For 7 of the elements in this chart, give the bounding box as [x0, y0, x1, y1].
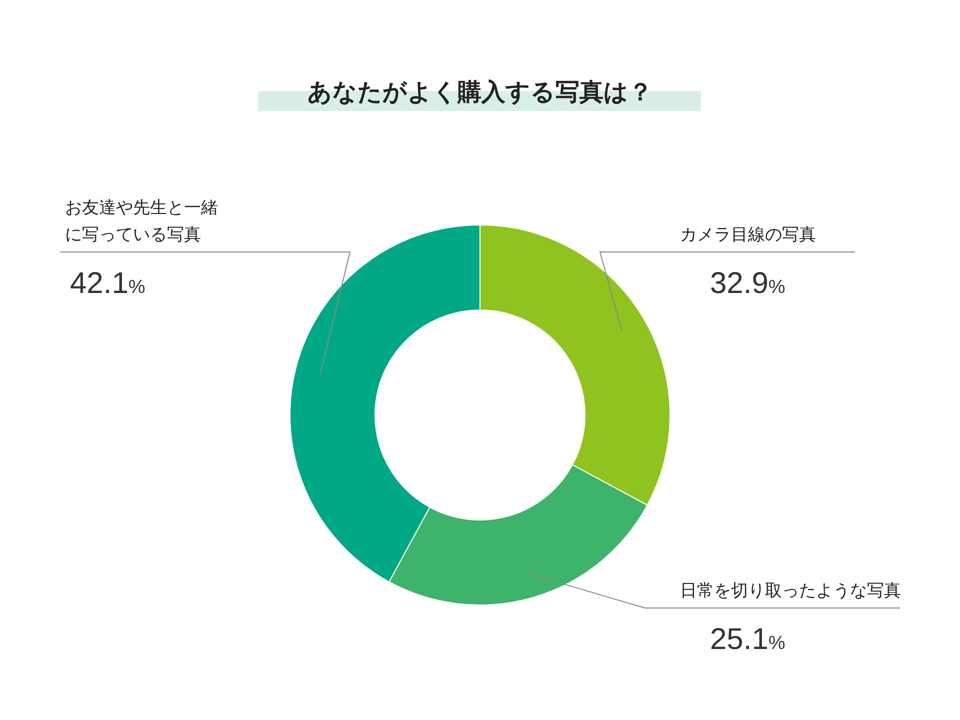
data-label: 32.9% — [710, 267, 786, 300]
data-label: 25.1% — [710, 623, 786, 656]
slice-label: カメラ目線の写真 — [680, 225, 816, 244]
slice-label: 日常を切り取ったような写真 — [680, 581, 901, 600]
data-label: 42.1% — [70, 267, 146, 300]
chart-title: あなたがよく購入する写真は？ — [308, 79, 652, 106]
slice-label: お友達や先生と一緒に写っている写真 — [65, 198, 218, 244]
